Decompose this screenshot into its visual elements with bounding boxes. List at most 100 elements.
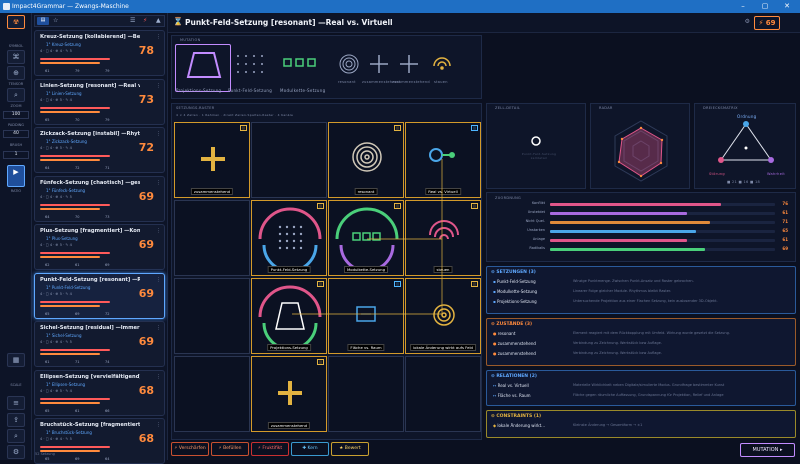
grid-cell[interactable]	[328, 356, 404, 432]
grid-cell[interactable]	[174, 278, 250, 354]
run-button[interactable]: ▶	[7, 165, 25, 187]
row-desc: Linearer Folge gleicher Module. Rhythmus…	[573, 289, 672, 293]
bewert-button[interactable]: ★ Bewert	[331, 442, 369, 456]
fruktifikt-button[interactable]: ⚡ Fruktifikt	[251, 442, 289, 456]
verschaerfen-button[interactable]: ⚡ Verschärfen	[171, 442, 209, 456]
grid-cell[interactable]	[174, 356, 250, 432]
grid-cell[interactable]	[174, 200, 250, 276]
grid-cell[interactable]: ◫ Projektions-Setzung	[251, 278, 327, 354]
settings-gear-icon[interactable]: ⚙	[744, 18, 750, 25]
list-item[interactable]: Fünfeck-Setzung [chaotisch] —ges… 1° Fünf…	[34, 175, 165, 222]
list-item[interactable]: ● zusammenstehend Verbindung zu Zeichnung…	[493, 351, 662, 356]
cell-badge: ◫	[316, 281, 324, 287]
mutation-item-5: zusammenstehend	[392, 80, 430, 84]
mutation-option-selected[interactable]	[175, 44, 231, 92]
warning-icon[interactable]: ▲	[156, 17, 161, 24]
symbol-tool-button[interactable]: ⌘	[7, 50, 25, 64]
grid-cell[interactable]: ◫ stauen	[405, 200, 481, 276]
zustaende-count: 3	[526, 322, 531, 327]
score-value: 69	[765, 19, 776, 27]
grid-cell[interactable]: ◫ Real vs. Virtuell	[405, 122, 481, 198]
zuordnung-fill	[550, 239, 688, 242]
connection-lines	[292, 159, 443, 315]
settings-icon[interactable]: ⚙	[7, 445, 25, 459]
row-icon: ↔	[493, 393, 498, 398]
signal-icon[interactable]	[430, 50, 454, 74]
hazard-icon[interactable]: ☢	[7, 15, 25, 29]
more-icon[interactable]: ⋮	[156, 325, 161, 331]
radar-label: RADAR	[599, 106, 613, 110]
mutation-item-3: resonant	[338, 80, 356, 84]
list-item[interactable]: ↔ Fläche vs. Raum Fläche gegen räumliche …	[493, 393, 723, 398]
grid-cell[interactable]: ◫ Modulkette-Setzung	[328, 200, 404, 276]
cross-icon-2[interactable]	[397, 52, 421, 76]
module-chain-icon[interactable]	[282, 56, 318, 70]
brush-input[interactable]: 1	[3, 151, 29, 159]
list-item[interactable]: ▪ Projektions-Setzung Untersuchende Proje…	[493, 299, 718, 304]
grid-cell[interactable]	[405, 356, 481, 432]
star-icon[interactable]: ☆	[53, 17, 59, 24]
tensor-tool-button[interactable]: ⊕	[7, 66, 25, 80]
more-icon[interactable]: ⋮	[156, 373, 161, 380]
constraints-section: ⊙ CONSTRAINTS (1) ◆ lokale Änderung wirk…	[486, 410, 796, 438]
grid-cell[interactable]: ◫ Punkt-Feld-Setzung	[251, 200, 327, 276]
zoom-input[interactable]: 100	[3, 111, 29, 119]
grid-cell[interactable]: ◫ zusammenstehend	[251, 356, 327, 432]
zoom-tool-button[interactable]: ⌕	[7, 88, 25, 102]
befuellen-button[interactable]: ⚡ Befüllen	[211, 442, 249, 456]
card-subtitle: 1° Punkt-Feld-Setzung	[46, 284, 91, 290]
grid-cell[interactable]: ◫ lokale Änderung wirkt aufs Feld	[405, 278, 481, 354]
mutation-button[interactable]: MUTATION ▸	[740, 443, 795, 457]
close-button[interactable]: ✕	[784, 2, 790, 10]
layers-icon[interactable]: ≡	[7, 396, 25, 410]
list-item[interactable]: ◆ lokale Änderung wirkt… Kleinste Änderun…	[493, 423, 642, 428]
grid-cell[interactable]: ◫ Fläche vs. Raum	[328, 278, 404, 354]
row-name: Fläche vs. Raum	[497, 393, 531, 398]
constraints-header[interactable]: ⊙ CONSTRAINTS (1)	[491, 414, 542, 419]
more-icon[interactable]: ⋮	[156, 131, 161, 137]
list-item[interactable]: Plus-Setzung [fragmentiert] —Kon… 1° Plus…	[34, 224, 165, 270]
list-item[interactable]: Zickzack-Setzung [instabil] —Rhyt… 1° Zic…	[34, 127, 165, 173]
list-item[interactable]: Kreuz-Setzung [kollabierend] —Be… 1° Kreu…	[34, 30, 165, 76]
maximize-button[interactable]: ▢	[761, 2, 769, 10]
list-item[interactable]: ▪ Modulkette-Setzung Linearer Folge gleic…	[493, 289, 671, 294]
resonant-circles-icon[interactable]	[337, 52, 361, 76]
zustaende-header[interactable]: ⊙ ZUSTÄNDE (3)	[491, 322, 533, 327]
filter-icon[interactable]: ☰	[130, 17, 136, 24]
list-item[interactable]: ● resonant Element reagiert mit dem Rückk…	[493, 331, 730, 336]
score-button[interactable]: ⚡ 69	[754, 16, 780, 30]
setzungen-header[interactable]: ⊙ SETZUNGEN (3)	[491, 270, 536, 275]
kern-button[interactable]: ✚ Kern	[291, 442, 329, 456]
more-icon[interactable]: ⋮	[156, 179, 161, 186]
export-icon[interactable]: ⇪	[7, 413, 25, 427]
minimize-button[interactable]: –	[741, 2, 745, 10]
cell-preview-icon	[531, 136, 541, 146]
more-icon[interactable]: ⋮	[156, 82, 161, 89]
grid-cell[interactable]: ◫ zusammenstehend	[174, 122, 250, 198]
bolt-icon[interactable]: ⚡	[143, 17, 148, 24]
list-view-icon[interactable]: ▤	[37, 17, 49, 25]
list-item[interactable]: Punkt-Feld-Setzung [resonant] —R… 1° Punk…	[34, 272, 165, 319]
relationen-header[interactable]: ⊙ RELATIONEN (2)	[491, 374, 537, 379]
grid-cell[interactable]	[251, 122, 327, 198]
list-item[interactable]: Linien-Setzung [resonant] —Real v… 1° Lin…	[34, 78, 165, 125]
mutation-button-label: MUTATION ▸	[752, 447, 783, 453]
padding-input[interactable]: 40	[3, 130, 29, 138]
more-icon[interactable]: ⋮	[156, 276, 161, 283]
list-item[interactable]: ▪ Punkt-Feld-Setzung Winzige Punktmenge. …	[493, 279, 694, 284]
cross-icon[interactable]	[367, 52, 391, 76]
list-item[interactable]: Bruchstück-Setzung [fragmentiert… 1° Bruc…	[34, 418, 165, 464]
more-icon[interactable]: ⋮	[156, 34, 161, 40]
cell-icon	[433, 304, 455, 326]
list-item[interactable]: Sichel-Setzung [residual] —Immer… 1° Sich…	[34, 321, 165, 367]
list-item[interactable]: ↔ Real vs. Virtuell Materielle Wirklichke…	[493, 383, 724, 388]
dot-field-icon[interactable]	[232, 50, 272, 80]
list-item[interactable]: Ellipsen-Setzung [vervielfältigend]… 1° E…	[34, 369, 165, 416]
grid-view-icon[interactable]: ▦	[7, 353, 25, 367]
grid-cell[interactable]: ◫ resonant	[328, 122, 404, 198]
more-icon[interactable]: ⋮	[156, 228, 161, 234]
list-item[interactable]: ● zusammenstehend Verbindung zu Zeichnung…	[493, 341, 662, 346]
more-icon[interactable]: ⋮	[156, 422, 161, 428]
search-icon[interactable]: ⌕	[7, 429, 25, 443]
row-icon: ↔	[493, 383, 498, 388]
